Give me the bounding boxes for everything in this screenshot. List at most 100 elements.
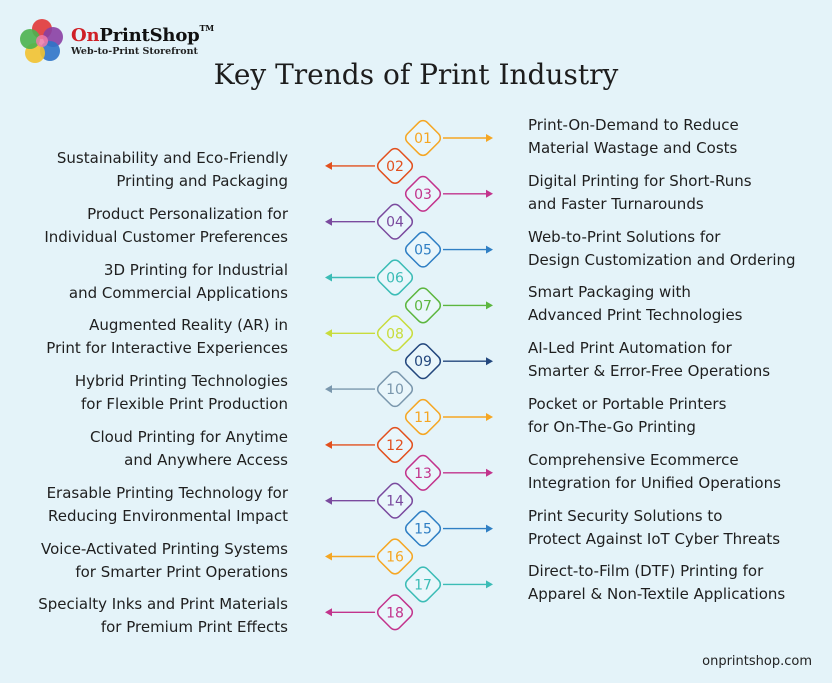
trend-arrow-head-icon bbox=[325, 217, 332, 226]
trend-text-line: Direct-to-Film (DTF) Printing for bbox=[528, 562, 764, 581]
trend-marker-10: 10 bbox=[325, 371, 414, 408]
trend-marker-12: 12 bbox=[325, 426, 414, 463]
trend-diamond bbox=[376, 482, 414, 519]
trend-text-line: AI-Led Print Automation for bbox=[528, 339, 732, 358]
trend-number: 02 bbox=[386, 159, 404, 175]
trend-text-line: Pocket or Portable Printers bbox=[528, 395, 727, 413]
trend-number: 10 bbox=[386, 382, 404, 398]
trend-diamond bbox=[376, 594, 414, 631]
brand-logo: OnPrintShopTM Web-to-Print Storefront bbox=[19, 18, 239, 66]
trend-arrow-head-icon bbox=[325, 329, 332, 338]
trend-item-05: Web-to-Print Solutions for Design Customi… bbox=[528, 226, 828, 272]
trend-arrow-head-icon bbox=[325, 496, 332, 505]
trend-text-line: Web-to-Print Solutions for bbox=[528, 227, 721, 246]
trend-marker-14: 14 bbox=[325, 482, 414, 519]
trend-text-line: Cloud Printing for Anytime bbox=[89, 427, 288, 446]
trend-diamond bbox=[404, 454, 442, 491]
trend-text-line: Erasable Printing Technology for bbox=[46, 483, 288, 502]
trend-number: 18 bbox=[386, 605, 404, 621]
trend-text-line: Product Personalization for bbox=[87, 204, 288, 223]
trend-arrow-head-icon bbox=[325, 273, 332, 282]
trend-diamond bbox=[376, 147, 414, 184]
trend-marker-03: 03 bbox=[404, 175, 493, 212]
trend-arrow-head-icon bbox=[325, 440, 332, 449]
trend-text-line: Smart Packaging with bbox=[528, 283, 691, 302]
trend-diamond bbox=[404, 566, 442, 603]
trend-diamond bbox=[404, 231, 442, 268]
trend-number: 16 bbox=[386, 550, 404, 566]
trend-text-line: and Faster Turnarounds bbox=[528, 194, 704, 213]
trend-number: 12 bbox=[386, 438, 404, 454]
brand-tagline: Web-to-Print Storefront bbox=[71, 46, 198, 57]
trend-item-11: Pocket or Portable Printers for On-The-Go… bbox=[528, 393, 828, 439]
trend-text-line: for On-The-Go Printing bbox=[528, 418, 696, 436]
trend-marker-02: 02 bbox=[325, 147, 414, 184]
trend-number: 03 bbox=[414, 187, 432, 203]
trend-number: 04 bbox=[386, 215, 404, 231]
trend-marker-04: 04 bbox=[325, 203, 414, 240]
trend-number: 07 bbox=[414, 298, 432, 314]
trend-diamond bbox=[376, 315, 414, 352]
trend-number: 06 bbox=[386, 271, 404, 287]
trend-item-06: 3D Printing for Industrial and Commercial… bbox=[0, 259, 288, 305]
trend-item-10: Hybrid Printing Technologies for Flexible… bbox=[0, 370, 288, 416]
logo-flower-icon bbox=[20, 19, 63, 63]
trend-text-line: Protect Against IoT Cyber Threats bbox=[528, 529, 781, 548]
trend-text-line: Printing and Packaging bbox=[116, 171, 288, 190]
trend-diamond bbox=[404, 119, 442, 157]
trend-diamond bbox=[404, 175, 442, 212]
trend-item-01: Print-On-Demand to Reduce Material Wastag… bbox=[528, 114, 828, 160]
trend-item-09: AI-Led Print Automation for Smarter & Err… bbox=[528, 337, 828, 383]
trend-arrow-head-icon bbox=[486, 524, 493, 533]
trend-text-line: Advanced Print Technologies bbox=[528, 306, 743, 325]
trend-text-line: Apparel & Non-Textile Applications bbox=[528, 585, 786, 604]
trend-number: 13 bbox=[414, 466, 432, 482]
trend-text-line: Print-On-Demand to Reduce bbox=[528, 116, 739, 134]
trend-number: 11 bbox=[414, 410, 432, 426]
trend-number: 01 bbox=[414, 131, 432, 147]
trend-diamond bbox=[404, 510, 442, 547]
trend-arrow-head-icon bbox=[486, 134, 493, 142]
trend-diamond bbox=[376, 259, 414, 296]
trend-number: 17 bbox=[414, 577, 432, 593]
trend-number: 15 bbox=[414, 522, 432, 538]
trend-item-03: Digital Printing for Short-Runs and Faste… bbox=[528, 170, 828, 216]
trend-text-line: Print for Interactive Experiences bbox=[46, 339, 288, 358]
trend-number: 05 bbox=[414, 243, 432, 259]
trend-arrow-head-icon bbox=[486, 580, 493, 589]
trend-number: 08 bbox=[386, 326, 404, 342]
trend-item-17: Direct-to-Film (DTF) Printing for Apparel… bbox=[528, 560, 828, 606]
trend-text-line: Comprehensive Ecommerce bbox=[528, 450, 739, 469]
trend-text-line: for Premium Print Effects bbox=[100, 618, 288, 637]
trend-item-08: Augmented Reality (AR) in Print for Inter… bbox=[0, 314, 288, 360]
trend-marker-15: 15 bbox=[404, 510, 493, 547]
trend-arrow-head-icon bbox=[325, 161, 332, 170]
trend-text-line: Augmented Reality (AR) in bbox=[89, 316, 288, 335]
trend-marker-11: 11 bbox=[404, 398, 493, 436]
trend-marker-06: 06 bbox=[325, 259, 414, 296]
trend-diamond bbox=[404, 398, 442, 436]
page-title: Key Trends of Print Industry bbox=[213, 58, 619, 91]
trend-item-13: Comprehensive Ecommerce Integration for U… bbox=[528, 449, 828, 495]
trend-diamond bbox=[376, 371, 414, 408]
trend-item-15: Print Security Solutions to Protect Again… bbox=[528, 505, 828, 551]
footer-url: onprintshop.com bbox=[702, 654, 812, 669]
brand-name: OnPrintShopTM bbox=[71, 23, 214, 46]
trend-text-line: Design Customization and Ordering bbox=[528, 250, 796, 269]
trend-text-line: Print Security Solutions to bbox=[528, 506, 723, 525]
trend-text-line: and Anywhere Access bbox=[124, 450, 288, 469]
trend-marker-08: 08 bbox=[325, 315, 414, 352]
trend-marker-17: 17 bbox=[404, 566, 493, 603]
trend-arrow-head-icon bbox=[486, 245, 493, 254]
trend-marker-05: 05 bbox=[404, 231, 493, 268]
trend-marker-01: 01 bbox=[404, 119, 493, 157]
trend-text-line: Voice-Activated Printing Systems bbox=[41, 539, 288, 558]
trend-text-line: Sustainability and Eco-Friendly bbox=[56, 148, 288, 167]
trend-arrow-head-icon bbox=[486, 413, 493, 421]
trend-diamond bbox=[376, 538, 414, 575]
trend-diamond bbox=[404, 343, 442, 380]
trend-text-line: Hybrid Printing Technologies bbox=[74, 372, 288, 391]
trend-text-line: for Smarter Print Operations bbox=[75, 562, 288, 581]
trend-arrow-head-icon bbox=[486, 357, 493, 366]
